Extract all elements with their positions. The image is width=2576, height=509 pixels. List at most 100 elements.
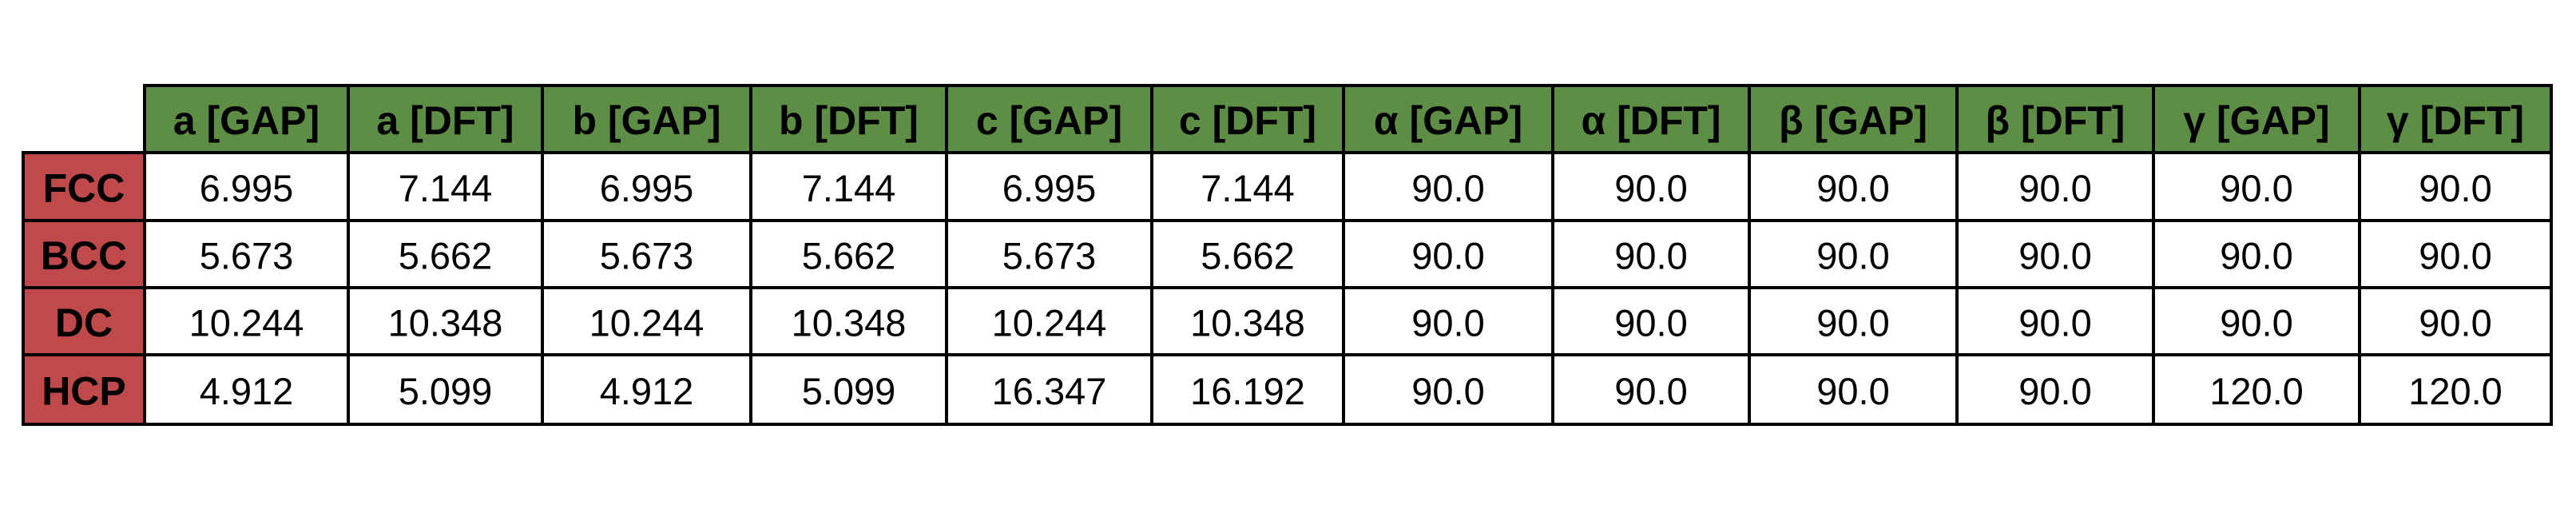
cell-value: 5.099 [802,370,896,412]
cell-value: 6.995 [600,167,694,209]
cell-value: 5.662 [802,235,896,277]
cell-value: 10.348 [1190,302,1305,344]
row-header: BCC [41,233,127,278]
cell-value: 90.0 [1411,370,1484,412]
row-header: FCC [43,166,125,211]
cell-value: 90.0 [2220,235,2292,277]
column-header: β [DFT] [1986,98,2125,143]
column-header: a [DFT] [376,98,514,143]
cell [541,286,752,356]
cell-value: 90.0 [2220,167,2292,209]
cell-value: 90.0 [1411,167,1484,209]
column-header: c [GAP] [976,98,1122,143]
column-header: γ [DFT] [2387,98,2524,143]
cell [1955,353,2155,426]
cell [541,219,752,289]
cell [1955,151,2155,222]
cell-value: 90.0 [1614,235,1687,277]
column-header: a [GAP] [173,98,320,143]
column-header: γ [GAP] [2183,98,2329,143]
cell [143,151,350,222]
cell-value: 10.244 [589,302,705,344]
cell [945,219,1153,289]
cell [1551,286,1751,356]
cell-value: 10.244 [189,302,304,344]
cell-value: 10.348 [388,302,503,344]
column-header: c [DFT] [1179,98,1316,143]
cell-value: 90.0 [2419,302,2491,344]
cell-value: 16.192 [1190,370,1305,412]
cell [749,151,948,222]
header-cell [1150,84,1345,154]
cell-value: 5.673 [1002,235,1097,277]
cell-value: 90.0 [2419,235,2491,277]
cell [541,353,752,426]
cell [347,353,544,426]
cell-value: 90.0 [1816,167,1889,209]
cell-value: 90.0 [1816,302,1889,344]
cell-value: 5.099 [399,370,493,412]
cell-value: 120.0 [2209,370,2304,412]
cell-value: 5.673 [200,235,294,277]
cell-value: 10.244 [992,302,1107,344]
cell-value: 90.0 [1816,370,1889,412]
cell-value: 5.662 [399,235,493,277]
cell [1955,286,2155,356]
cell-value: 6.995 [200,167,294,209]
cell [143,353,350,426]
column-header: α [DFT] [1581,98,1721,143]
cell [2152,286,2361,356]
cell-value: 7.144 [399,167,493,209]
cell [1342,151,1554,222]
header-cell [1955,84,2155,154]
cell [1342,286,1554,356]
column-header: α [GAP] [1374,98,1522,143]
header-cell [2358,84,2553,154]
cell-value: 10.348 [792,302,907,344]
cell-value: 90.0 [2220,302,2292,344]
row-header: DC [55,300,113,345]
cell-value: 4.912 [600,370,694,412]
cell-value: 7.144 [1201,167,1295,209]
cell [541,151,752,222]
header-cell [347,84,544,154]
cell [1748,286,1959,356]
cell-value: 90.0 [1614,302,1687,344]
cell-value: 5.673 [600,235,694,277]
cell-value: 90.0 [1614,167,1687,209]
cell-value: 90.0 [2018,167,2091,209]
cell [945,353,1153,426]
cell-value: 5.662 [1201,235,1295,277]
cell-value: 90.0 [2018,302,2091,344]
cell [1748,151,1959,222]
cell-value: 90.0 [2419,167,2491,209]
cell [1150,151,1345,222]
column-header: β [GAP] [1779,98,1927,143]
header-cell [143,84,350,154]
cell-value: 16.347 [992,370,1107,412]
cell [143,219,350,289]
cell [2152,219,2361,289]
cell-value: 90.0 [1411,302,1484,344]
cell [1551,353,1751,426]
cell-value: 90.0 [1614,370,1687,412]
cell-value: 90.0 [2018,370,2091,412]
cell-value: 7.144 [802,167,896,209]
cell [1748,353,1959,426]
cell [1551,151,1751,222]
cell [1342,353,1554,426]
cell-value: 120.0 [2408,370,2503,412]
row-header: HCP [42,369,126,414]
header-cell [1551,84,1751,154]
cell-value: 90.0 [1411,235,1484,277]
column-header: b [DFT] [779,98,919,143]
cell-value: 90.0 [1816,235,1889,277]
cell [749,353,948,426]
cell [2358,286,2553,356]
cell-value: 4.912 [200,370,294,412]
cell [2358,353,2553,426]
cell [1955,219,2155,289]
cell-value: 6.995 [1002,167,1097,209]
